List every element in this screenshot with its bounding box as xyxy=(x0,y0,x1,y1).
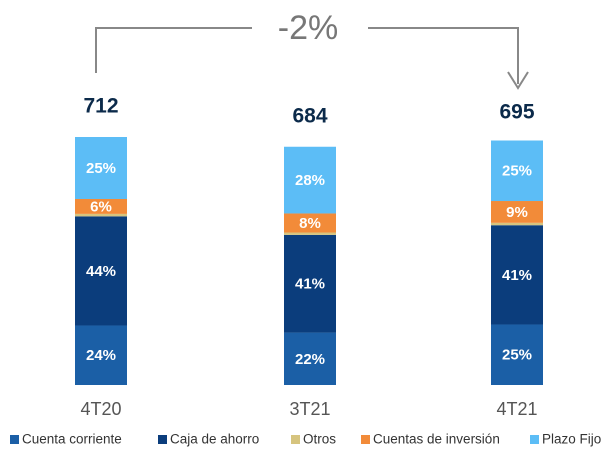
legend-swatch xyxy=(10,435,19,444)
bar-segment xyxy=(75,325,127,385)
bar-segment xyxy=(491,324,543,385)
data-label: 24% xyxy=(86,347,116,364)
data-label: 6% xyxy=(90,198,112,215)
bar-segment xyxy=(284,234,336,333)
annotation: -2% xyxy=(278,9,338,47)
annotation-line xyxy=(368,27,519,84)
data-label: 8% xyxy=(299,215,321,232)
bar-segment xyxy=(75,216,127,326)
data-label: 28% xyxy=(295,172,325,189)
bar-segment xyxy=(284,332,336,385)
bar-segment xyxy=(75,137,127,199)
data-label: 25% xyxy=(502,163,532,180)
annotation-line xyxy=(95,27,252,73)
legend-swatch xyxy=(158,435,167,444)
bar-segment xyxy=(491,225,543,325)
x-tick-label: 4T21 xyxy=(496,399,537,419)
bar-segment xyxy=(284,213,336,233)
legend-label: Plazo Fijo xyxy=(542,432,601,447)
bar-segment xyxy=(75,199,127,214)
legend-label: Otros xyxy=(303,432,336,447)
legend-label: Cuenta corriente xyxy=(22,432,122,447)
x-tick-label: 4T20 xyxy=(80,399,121,419)
data-label: 41% xyxy=(502,267,532,284)
bar-segment xyxy=(284,146,336,214)
legend-swatch xyxy=(530,435,539,444)
data-label: 25% xyxy=(502,347,532,364)
legend-label: Caja de ahorro xyxy=(170,432,259,447)
total-label: 684 xyxy=(292,104,327,127)
total-label: 695 xyxy=(499,100,534,123)
total-label: 712 xyxy=(83,95,118,118)
legend-label: Cuentas de inversión xyxy=(373,432,500,447)
annotation-arrow xyxy=(507,71,529,90)
bar-segment xyxy=(284,232,336,235)
legend-swatch xyxy=(361,435,370,444)
data-label: 44% xyxy=(86,263,116,280)
data-label: 41% xyxy=(295,276,325,293)
data-label: 22% xyxy=(295,351,325,368)
bar-segment xyxy=(491,222,543,226)
data-label: 25% xyxy=(86,160,116,177)
legend-swatch xyxy=(291,435,300,444)
bar-segment xyxy=(75,213,127,217)
data-label: 9% xyxy=(506,204,528,221)
bar-segment xyxy=(491,140,543,202)
x-tick-label: 3T21 xyxy=(289,399,330,419)
bar-segment xyxy=(491,201,543,223)
